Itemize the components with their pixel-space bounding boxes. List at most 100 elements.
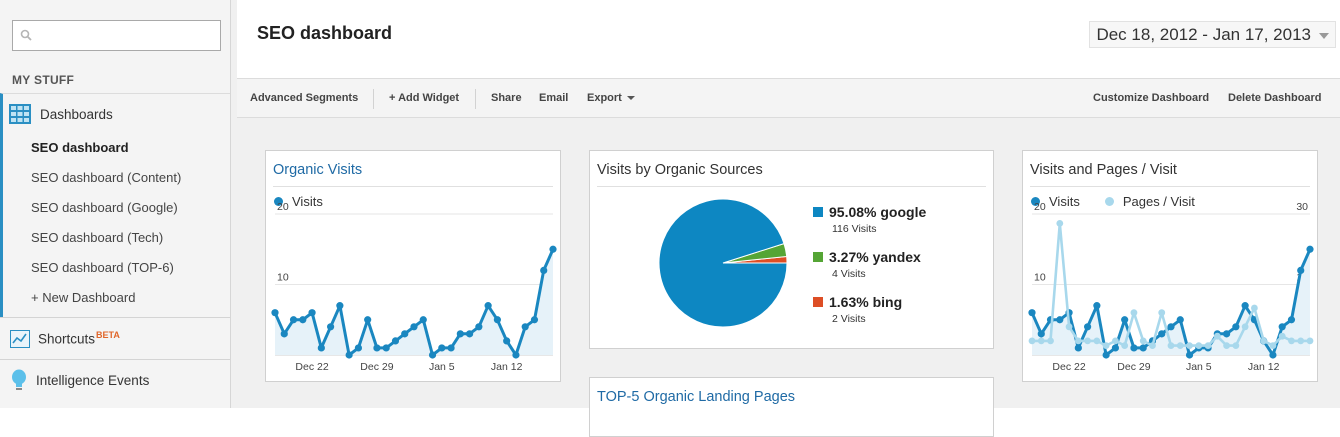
data-point-visits <box>1093 302 1101 310</box>
dashboards-header[interactable]: Dashboards <box>9 103 113 125</box>
data-point-visits <box>410 323 418 331</box>
data-point-pages-visit <box>1306 337 1314 345</box>
data-point-pages-visit <box>1158 309 1166 317</box>
legend-swatch-bing <box>813 297 823 307</box>
x-tick-label: Jan 5 <box>1186 361 1212 373</box>
chevron-down-icon <box>1319 33 1329 39</box>
x-tick-label: Jan 5 <box>429 361 455 373</box>
data-point-visits <box>364 316 372 324</box>
sidebar-item-shortcuts[interactable]: ShortcutsBETA <box>0 317 230 359</box>
data-point-pages-visit <box>1037 337 1045 345</box>
data-point-visits <box>1084 323 1092 331</box>
data-point-visits <box>484 302 492 310</box>
data-point-pages-visit <box>1297 337 1305 345</box>
shortcuts-label: ShortcutsBETA <box>38 330 120 347</box>
customize-dashboard-button[interactable]: Customize Dashboard <box>1093 92 1210 104</box>
data-point-visits <box>289 316 298 324</box>
lightbulb-icon <box>12 369 26 390</box>
data-point-pages-visit <box>1084 337 1091 345</box>
date-range-text: Dec 18, 2012 - Jan 17, 2013 <box>1096 24 1311 44</box>
data-point-visits <box>336 302 344 310</box>
data-point-visits <box>530 316 539 324</box>
shortcuts-icon <box>10 329 30 348</box>
data-point-pages-visit <box>1102 342 1110 349</box>
search-box[interactable] <box>12 20 221 51</box>
data-point-visits <box>280 330 288 338</box>
data-point-pages-visit <box>1213 332 1221 340</box>
legend-swatch-pages-visit <box>1104 197 1114 206</box>
organic-sources-pie-chart <box>658 198 788 328</box>
sidebar-item-seo-dashboard-content[interactable]: SEO dashboard (Content) <box>31 170 182 185</box>
widget-title[interactable]: TOP-5 Organic Landing Pages <box>597 389 796 405</box>
series-area <box>275 249 553 355</box>
data-point-pages-visit <box>1112 337 1119 345</box>
data-point-visits <box>540 266 548 274</box>
data-point-visits <box>493 316 501 324</box>
x-tick-label: Jan 12 <box>491 361 523 373</box>
data-point-visits <box>1269 351 1277 359</box>
data-point-pages-visit <box>1176 342 1184 349</box>
beta-badge: BETA <box>96 330 120 341</box>
legend-pct-yandex: 3.27% yandex <box>829 249 921 265</box>
data-point-visits <box>1306 245 1314 253</box>
legend-count-google: 116 Visits <box>832 223 877 235</box>
data-point-visits <box>1102 351 1110 359</box>
sidebar: MY STUFF Dashboards SEO dashboard SEO da… <box>0 0 231 408</box>
data-point-visits <box>327 323 335 331</box>
data-point-visits <box>521 323 529 331</box>
sidebar-item-seo-dashboard-tech[interactable]: SEO dashboard (Tech) <box>31 230 164 245</box>
data-point-visits <box>447 344 455 352</box>
email-button[interactable]: Email <box>539 92 569 104</box>
sidebar-item-seo-dashboard[interactable]: SEO dashboard <box>31 140 129 155</box>
share-button[interactable]: Share <box>491 92 522 104</box>
page-title: SEO dashboard <box>257 23 393 43</box>
data-point-visits <box>373 344 381 352</box>
dashboards-section: Dashboards SEO dashboard SEO dashboard (… <box>0 93 230 317</box>
data-point-visits <box>299 316 307 324</box>
sidebar-item-seo-dashboard-top6[interactable]: SEO dashboard (TOP-6) <box>31 260 174 275</box>
search-icon <box>20 29 32 41</box>
legend-count-yandex: 4 Visits <box>832 268 866 280</box>
y-tick-label: 10 <box>277 272 289 284</box>
organic-visits-widget: Organic Visits Visits 10 20 Dec 22 Dec 29 Ja… <box>265 150 561 382</box>
legend-pct-google: 95.08% google <box>829 204 927 220</box>
sidebar-item-intelligence-events[interactable]: Intelligence Events <box>0 359 230 401</box>
data-point-pages-visit <box>1149 342 1156 349</box>
data-point-pages-visit <box>1251 304 1258 312</box>
dashboards-grid-icon <box>9 104 31 124</box>
y-tick-label: 20 <box>1034 201 1046 213</box>
sidebar-item-seo-dashboard-google[interactable]: SEO dashboard (Google) <box>31 200 178 215</box>
x-tick-label: Dec 22 <box>295 361 328 373</box>
delete-dashboard-button[interactable]: Delete Dashboard <box>1228 92 1322 104</box>
data-point-visits <box>382 344 390 352</box>
add-widget-button[interactable]: + Add Widget <box>389 92 460 104</box>
widget-title: Visits by Organic Sources <box>597 162 763 178</box>
my-stuff-heading: MY STUFF <box>12 73 75 87</box>
data-point-visits <box>1287 316 1296 324</box>
data-point-visits <box>466 330 474 338</box>
x-tick-label: Dec 29 <box>1117 361 1150 373</box>
date-range-picker[interactable]: Dec 18, 2012 - Jan 17, 2013 <box>1089 21 1336 48</box>
advanced-segments-button[interactable]: Advanced Segments <box>250 92 359 104</box>
visits-pages-widget: Visits and Pages / Visit Visits Pages / … <box>1022 150 1318 382</box>
series-area <box>1032 249 1310 355</box>
new-dashboard-link[interactable]: + New Dashboard <box>31 290 136 305</box>
widget-title[interactable]: Organic Visits <box>273 162 363 178</box>
data-point-pages-visit <box>1093 337 1101 345</box>
data-point-visits <box>1297 266 1305 274</box>
data-point-visits <box>1158 330 1166 338</box>
toolbar-divider <box>475 89 476 109</box>
data-point-pages-visit <box>1223 342 1230 349</box>
search-input[interactable] <box>37 25 215 46</box>
data-point-visits <box>1056 316 1064 324</box>
export-button[interactable]: Export <box>587 92 635 104</box>
data-point-visits <box>391 337 400 345</box>
data-point-pages-visit <box>1167 342 1175 349</box>
data-point-visits <box>401 330 409 338</box>
data-point-pages-visit <box>1047 337 1054 345</box>
x-tick-label: Jan 12 <box>1248 361 1280 373</box>
data-point-pages-visit <box>1139 337 1147 345</box>
data-point-visits <box>1074 344 1082 352</box>
data-point-pages-visit <box>1288 337 1295 345</box>
